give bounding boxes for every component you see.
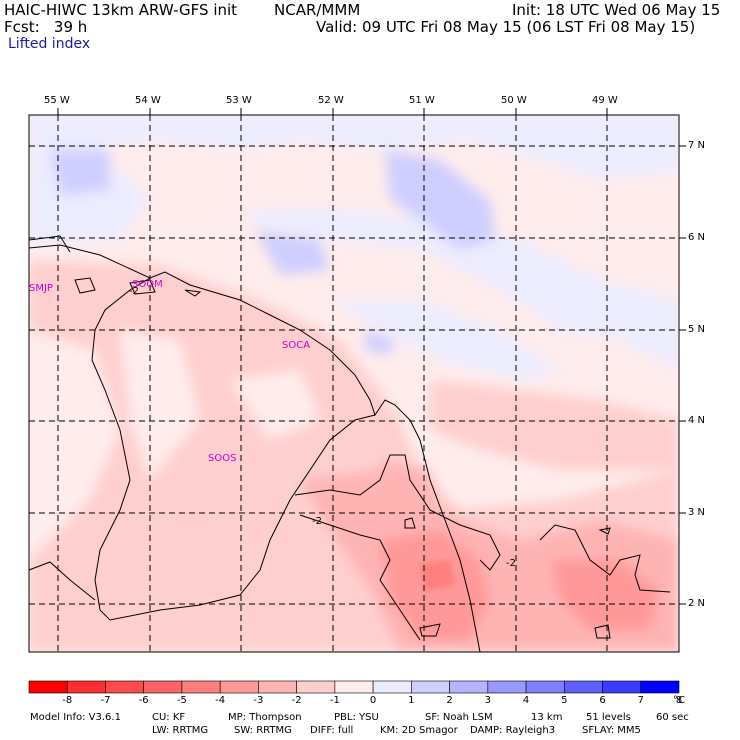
footer-sf: SF: Noah LSM: [425, 712, 493, 723]
contour-minus2: [294, 454, 671, 641]
colorbar-tick-label: -7: [100, 695, 111, 706]
colorbar-swatch: [411, 680, 450, 694]
colorbar-tick-label: 0: [369, 695, 377, 706]
lon-label: 54 W: [135, 95, 161, 106]
colorbar-tick-label: 2: [446, 695, 453, 706]
field-name: Lifted index: [8, 36, 91, 52]
colorbar-swatch: [602, 680, 642, 694]
colorbar-tick-label: -3: [253, 695, 264, 706]
lat-label: 5 N: [688, 324, 706, 335]
colorbar-swatch: [372, 680, 412, 694]
lon-label: 55 W: [44, 95, 70, 106]
colorbar-tick-label: -8: [62, 695, 73, 706]
lon-label: 49 W: [592, 95, 618, 106]
colorbar-swatch: [334, 680, 374, 694]
footer-lw: LW: RRTMG: [152, 725, 209, 736]
lat-label: 7 N: [688, 140, 706, 151]
footer-levels: 51 levels: [586, 712, 631, 723]
station-label: SOOS: [208, 453, 237, 464]
colorbar-swatch: [66, 680, 106, 694]
lon-label: 53 W: [226, 95, 252, 106]
footer-res: 13 km: [531, 712, 563, 723]
colorbar-swatch: [525, 680, 565, 694]
station-label: SMJP: [29, 283, 53, 294]
colorbar-swatch: [487, 680, 527, 694]
tick-marks: [57, 108, 686, 605]
init-time: Init: 18 UTC Wed 06 May 15: [512, 1, 721, 19]
colorbar-swatch: [28, 680, 68, 694]
colorbar-tick-label: 1: [408, 695, 415, 706]
map-frame: [28, 114, 680, 653]
colorbar-tick-label: 5: [561, 695, 568, 706]
contour-label: -2: [129, 286, 139, 297]
colorbar-swatch: [640, 680, 680, 694]
colorbar-swatch: [219, 680, 259, 694]
footer-diff: DIFF: full: [310, 725, 354, 736]
footer-sflay: SFLAY: MM5: [582, 725, 641, 736]
colorbar-swatch: [258, 680, 297, 694]
colorbar-tick-label: 6: [599, 695, 606, 706]
forecast-hour: Fcst: 39 h: [4, 18, 88, 36]
colorbar-tick-label: 3: [484, 695, 491, 706]
colorbar-tick-label: 7: [637, 695, 644, 706]
colorbar-swatch: [449, 680, 489, 694]
model-title: HAIC-HIWC 13km ARW-GFS init: [4, 1, 238, 19]
colorbar-tick-label: -4: [215, 695, 226, 706]
lat-label: 2 N: [688, 598, 706, 609]
footer-step: 60 sec: [656, 712, 689, 723]
footer-mp: MP: Thompson: [228, 712, 302, 723]
valid-time: Valid: 09 UTC Fri 08 May 15 (06 LST Fri …: [316, 18, 696, 36]
colorbar-tick-label: -6: [138, 695, 149, 706]
colorbar-swatch: [105, 680, 145, 694]
colorbar-tick-label: -2: [291, 695, 302, 706]
colorbar-unit: °C: [673, 695, 685, 706]
colorbar-swatch: [296, 680, 336, 694]
lon-label: 51 W: [409, 95, 435, 106]
lat-label: 6 N: [688, 232, 706, 243]
colorbar-tick-label: 8: [675, 695, 683, 706]
lon-label: 52 W: [318, 95, 344, 106]
footer-cu: CU: KF: [152, 712, 186, 723]
station-label: SOOM: [132, 279, 163, 290]
footer-damp: DAMP: Rayleigh3: [470, 725, 556, 736]
colorbar-swatch: [143, 680, 183, 694]
colorbar: [28, 680, 680, 694]
footer-pbl: PBL: YSU: [334, 712, 379, 723]
colorbar-tick-label: -1: [329, 695, 340, 706]
colorbar-tick-label: 4: [522, 695, 530, 706]
org-label: NCAR/MMM: [274, 1, 361, 19]
colorbar-tick-label: -5: [176, 695, 187, 706]
colorbar-swatch: [563, 680, 603, 694]
footer-sw: SW: RRTMG: [234, 725, 292, 736]
colorbar-swatch: [181, 680, 221, 694]
footer-km: KM: 2D Smagor: [380, 725, 458, 736]
lat-label: 3 N: [688, 507, 706, 518]
shaded-field: [29, 115, 679, 652]
footer-version: Model Info: V3.6.1: [30, 712, 121, 723]
contour-label: -2: [506, 558, 516, 569]
lat-lon-grid: [29, 115, 679, 652]
lon-label: 50 W: [501, 95, 527, 106]
contour-label: -2: [312, 516, 322, 527]
station-label: SOCA: [282, 340, 311, 351]
lat-label: 4 N: [688, 415, 706, 426]
